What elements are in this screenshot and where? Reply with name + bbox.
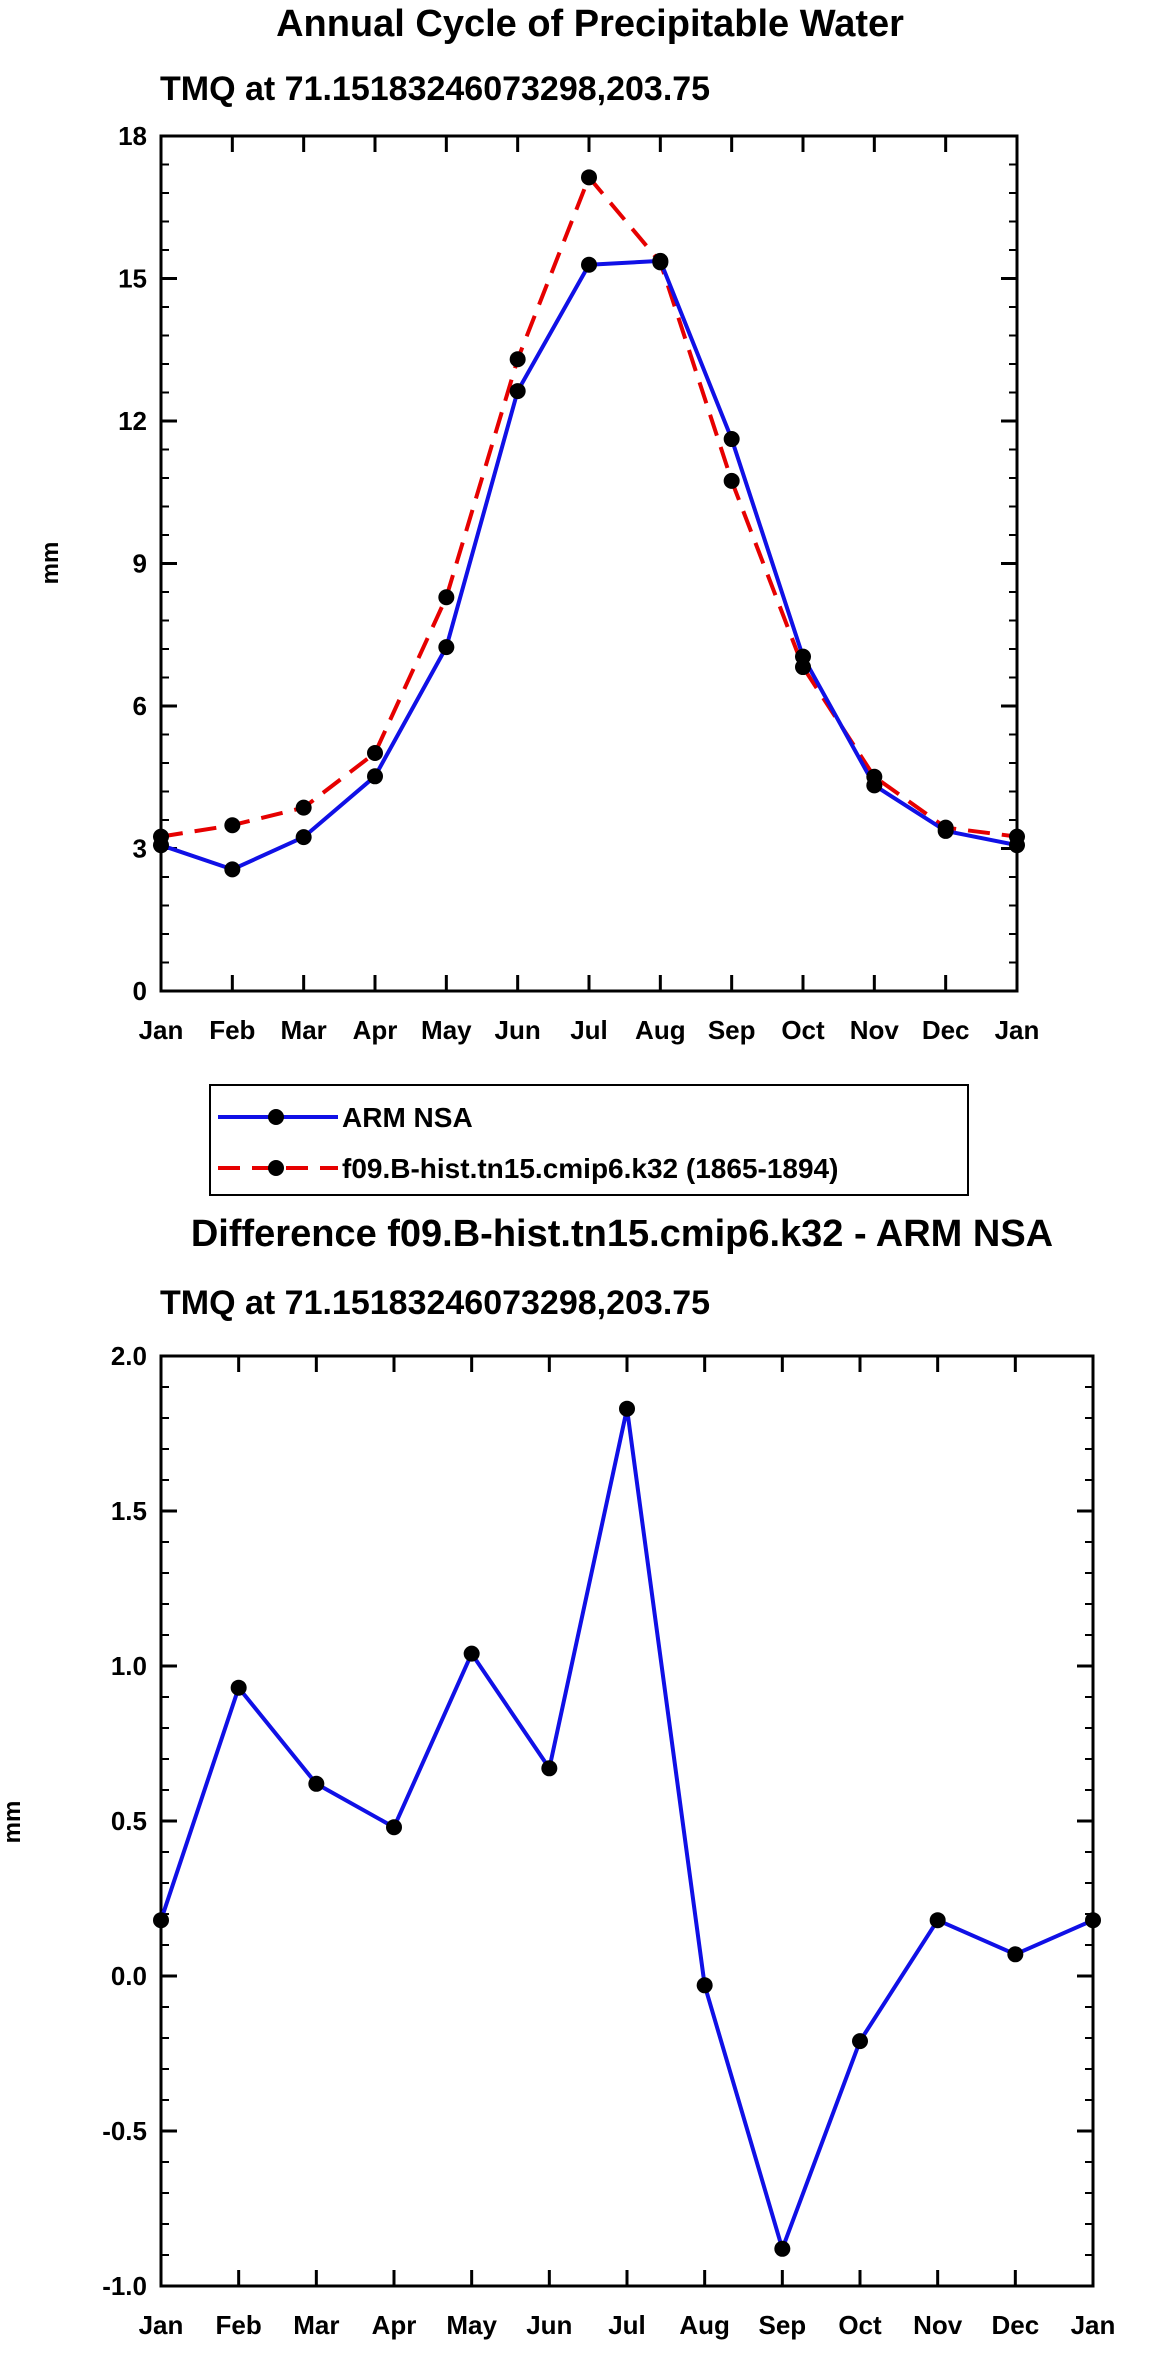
chart-2-series-0-point — [619, 1400, 635, 1417]
chart-2-xtick-label: Jan — [1071, 2310, 1116, 2340]
legend-marker-obs — [268, 1109, 284, 1125]
chart-1-ylabel: mm — [37, 542, 64, 585]
chart-2-series-0-point — [929, 1912, 946, 1929]
chart-1-xtick-label: Dec — [922, 1015, 970, 1045]
chart-2-frame — [159, 1354, 1095, 2288]
chart-2-ytick-label: 0.5 — [111, 1806, 147, 1836]
chart-1-series-0-point — [581, 256, 597, 273]
chart-1-ytick-label: 0 — [133, 976, 147, 1006]
chart-2-ytick-label: 0.0 — [111, 1961, 147, 1991]
chart-2-xtick-label: Nov — [913, 2310, 963, 2340]
chart-2-series-0-point — [230, 1679, 247, 1696]
chart-2-title: Difference f09.B-hist.tn15.cmip6.k32 - A… — [191, 1213, 1053, 1255]
chart-2-xtick-label: Oct — [838, 2310, 882, 2340]
chart-1-series-1-point — [224, 817, 241, 834]
chart-1-ytick-label: 12 — [118, 406, 147, 436]
chart-1-xtick-label: Mar — [281, 1015, 327, 1045]
chart-1-series-1-point — [295, 799, 312, 816]
chart-2-xtick-label: Jul — [608, 2310, 646, 2340]
chart-1-series-1-point — [367, 745, 383, 762]
chart-2-ytick-label: 2.0 — [111, 1341, 147, 1371]
chart-1-xtick-label: Jan — [139, 1015, 184, 1045]
legend-label-obs: ARM NSA — [342, 1102, 473, 1133]
chart-2-series-0-point — [696, 1977, 713, 1994]
chart-1-series-1-point — [509, 351, 526, 368]
chart-2-series-0-point — [463, 1645, 480, 1662]
chart-2-series-0-point — [386, 1819, 402, 1836]
chart-2-series-0-point — [541, 1760, 558, 1777]
chart-1-xtick-label: May — [421, 1015, 472, 1045]
chart-1-series-0-point — [295, 829, 312, 846]
chart-1-ytick-label: 6 — [133, 691, 147, 721]
chart-2-ytick-label: -0.5 — [102, 2116, 147, 2146]
chart-1-series-1-point — [652, 254, 669, 271]
chart-2-plot-area: -1.0 -0.5 0.0 0.5 1.0 1.5 2.0 Jan Feb Mar Apr May Ju… — [102, 1341, 1115, 2340]
chart-1-xtick-label: Feb — [209, 1015, 255, 1045]
chart-1-series-1-point — [866, 768, 883, 785]
legend: ARM NSA f09.B-hist.tn15.cmip6.k32 (1865-… — [209, 1084, 969, 1196]
legend-box — [209, 1084, 969, 1196]
chart-1-series-1-point — [438, 589, 455, 606]
chart-2-series-0-point — [308, 1775, 325, 1792]
chart-1-series-1-point — [937, 819, 954, 836]
chart-1-series-1-point — [581, 169, 597, 186]
chart-1-xtick-label: Jun — [495, 1015, 541, 1045]
legend-marker-model — [268, 1160, 284, 1176]
chart-1-xtick-label: Sep — [708, 1015, 756, 1045]
chart-2-xtick-label: Sep — [758, 2310, 806, 2340]
chart-2-xtick-label: Jan — [139, 2310, 184, 2340]
chart-1-series-0-point — [438, 639, 455, 656]
chart-2-xtick-label: May — [446, 2310, 497, 2340]
chart-2-ylabel: mm — [0, 1801, 26, 1844]
chart-1-xtick-label: Apr — [353, 1015, 398, 1045]
chart-1-series-1-point — [1009, 828, 1025, 845]
chart-2-xtick-label: Apr — [372, 2310, 417, 2340]
chart-1-xtick-label: Jul — [570, 1015, 608, 1045]
chart-2-xtick-label: Feb — [216, 2310, 262, 2340]
chart-1-xtick-label: Jan — [995, 1015, 1040, 1045]
chart-1-series-0-point — [509, 383, 526, 400]
chart-2-ytick-label: 1.0 — [111, 1651, 147, 1681]
chart-2-series-0-point — [153, 1912, 169, 1929]
chart-2-series-0-point — [1007, 1946, 1024, 1963]
chart-1-ytick-label: 15 — [118, 264, 147, 294]
chart-2-series-0-point — [774, 2240, 791, 2257]
chart-2-ytick-label: -1.0 — [102, 2271, 147, 2301]
chart-1-series-0-point — [367, 768, 383, 785]
chart-1-ytick-label: 3 — [133, 834, 147, 864]
chart-2-xtick-label: Jun — [526, 2310, 572, 2340]
chart-2-xtick-label: Aug — [679, 2310, 730, 2340]
chart-2-xtick-label: Mar — [293, 2310, 339, 2340]
chart-1-series-line-0 — [160, 258, 1018, 872]
chart-1-ytick-label: 9 — [133, 549, 147, 579]
chart-2-series-0-point — [852, 2033, 868, 2050]
legend-label-model: f09.B-hist.tn15.cmip6.k32 (1865-1894) — [342, 1153, 838, 1184]
chart-1-series-0-point — [224, 861, 241, 878]
chart-1-subtitle: TMQ at 71.15183246073298,203.75 — [160, 70, 710, 108]
chart-1-series-1-point — [795, 659, 811, 676]
chart-1-series-1-point — [723, 472, 740, 489]
chart-1-series-0-point — [723, 431, 740, 448]
chart-1-xtick-label: Aug — [635, 1015, 686, 1045]
chart-1-xtick-label: Oct — [781, 1015, 825, 1045]
chart-2-subtitle: TMQ at 71.15183246073298,203.75 — [160, 1284, 710, 1322]
chart-2-series-line-0 — [159, 1406, 1094, 2251]
chart-1-series-1-point — [153, 828, 169, 845]
chart-2-xtick-label: Dec — [991, 2310, 1039, 2340]
chart-1-ytick-label: 18 — [118, 121, 147, 151]
chart-2-series-0-point — [1085, 1912, 1101, 1929]
chart-1-plot-area: 0 3 6 9 12 15 18 Jan Feb Mar Apr May Jun Jul Aug Sep Oct… — [118, 121, 1039, 1045]
chart-1-xtick-label: Nov — [850, 1015, 900, 1045]
chart-1-series-line-1 — [160, 175, 1018, 839]
chart-1-title: Annual Cycle of Precipitable Water — [276, 3, 904, 45]
chart-2-ytick-label: 1.5 — [111, 1496, 147, 1526]
